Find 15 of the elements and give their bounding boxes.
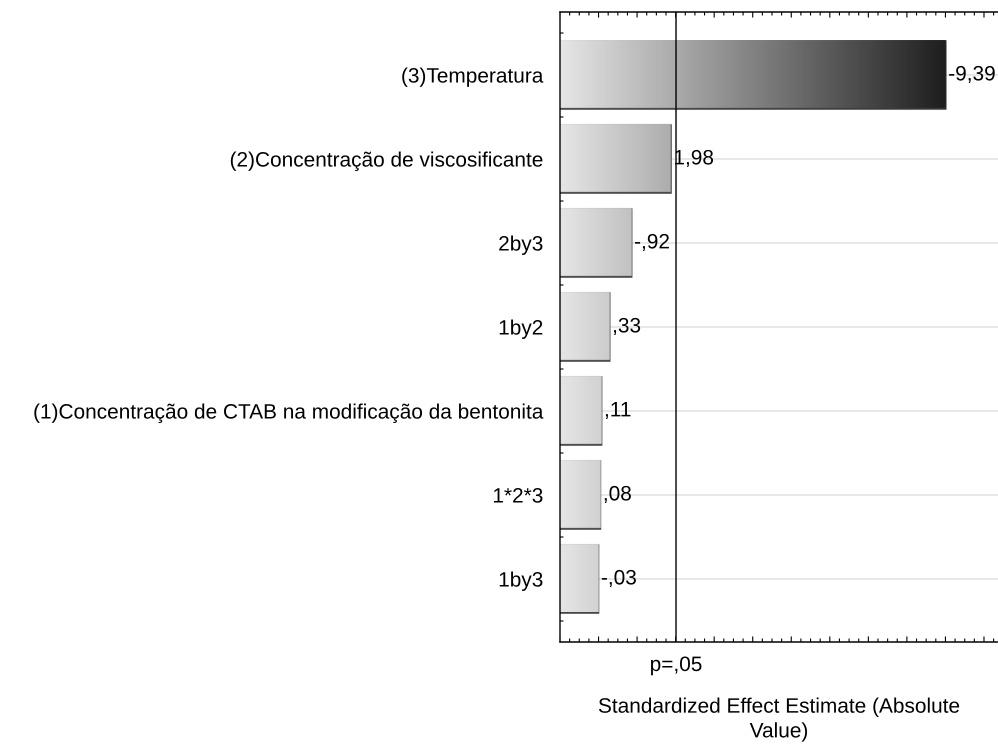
y-tick-label: (1)Concentração de CTAB na modificação da bentonita bbox=[34, 403, 544, 423]
annotation: ,11 bbox=[606, 402, 630, 420]
x-axis-title: Standardized Effect Estimate (Absolute Value) bbox=[598, 698, 960, 742]
y-tick-label: 2by3 bbox=[499, 235, 542, 255]
annotation: -,92 bbox=[635, 234, 669, 252]
annotation: -9,39 bbox=[949, 66, 995, 84]
annotation: ,33 bbox=[614, 318, 640, 336]
y-tick-label: 1by3 bbox=[500, 571, 542, 591]
y-tick-label: (3)Temperatura bbox=[402, 67, 544, 87]
annotation: -,03 bbox=[602, 570, 636, 588]
annotation: ,08 bbox=[604, 486, 631, 504]
y-tick-label: 1*2*3 bbox=[494, 488, 542, 503]
ref-line-label: p=,05 bbox=[651, 656, 702, 676]
y-tick-label: (2)Concentração de viscosificante bbox=[230, 151, 542, 171]
y-tick-label: 1by2 bbox=[500, 319, 542, 339]
